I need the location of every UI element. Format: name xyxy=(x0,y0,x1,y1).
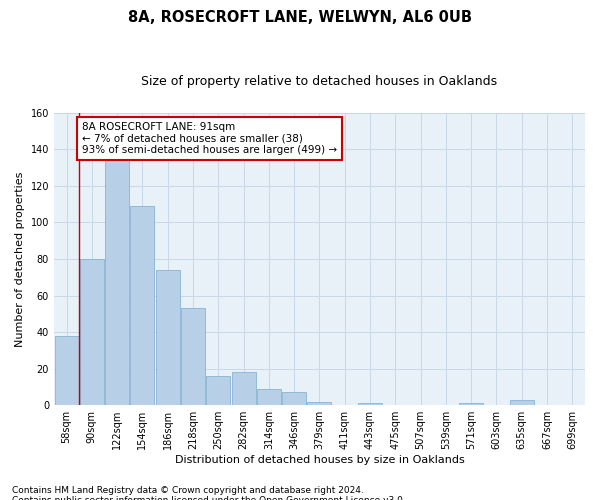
Bar xyxy=(55,336,79,405)
Bar xyxy=(105,160,129,405)
Text: Contains public sector information licensed under the Open Government Licence v3: Contains public sector information licen… xyxy=(12,496,406,500)
Bar xyxy=(257,389,281,405)
Bar xyxy=(358,404,382,405)
X-axis label: Distribution of detached houses by size in Oaklands: Distribution of detached houses by size … xyxy=(175,455,464,465)
Bar xyxy=(510,400,534,405)
Text: 8A, ROSECROFT LANE, WELWYN, AL6 0UB: 8A, ROSECROFT LANE, WELWYN, AL6 0UB xyxy=(128,10,472,25)
Bar xyxy=(206,376,230,405)
Bar xyxy=(232,372,256,405)
Bar xyxy=(282,392,306,405)
Y-axis label: Number of detached properties: Number of detached properties xyxy=(15,172,25,346)
Text: Contains HM Land Registry data © Crown copyright and database right 2024.: Contains HM Land Registry data © Crown c… xyxy=(12,486,364,495)
Bar xyxy=(80,259,104,405)
Text: 8A ROSECROFT LANE: 91sqm
← 7% of detached houses are smaller (38)
93% of semi-de: 8A ROSECROFT LANE: 91sqm ← 7% of detache… xyxy=(82,122,337,155)
Title: Size of property relative to detached houses in Oaklands: Size of property relative to detached ho… xyxy=(142,75,497,88)
Bar xyxy=(459,404,483,405)
Bar xyxy=(130,206,154,405)
Bar xyxy=(307,402,331,405)
Bar xyxy=(156,270,180,405)
Bar xyxy=(181,308,205,405)
